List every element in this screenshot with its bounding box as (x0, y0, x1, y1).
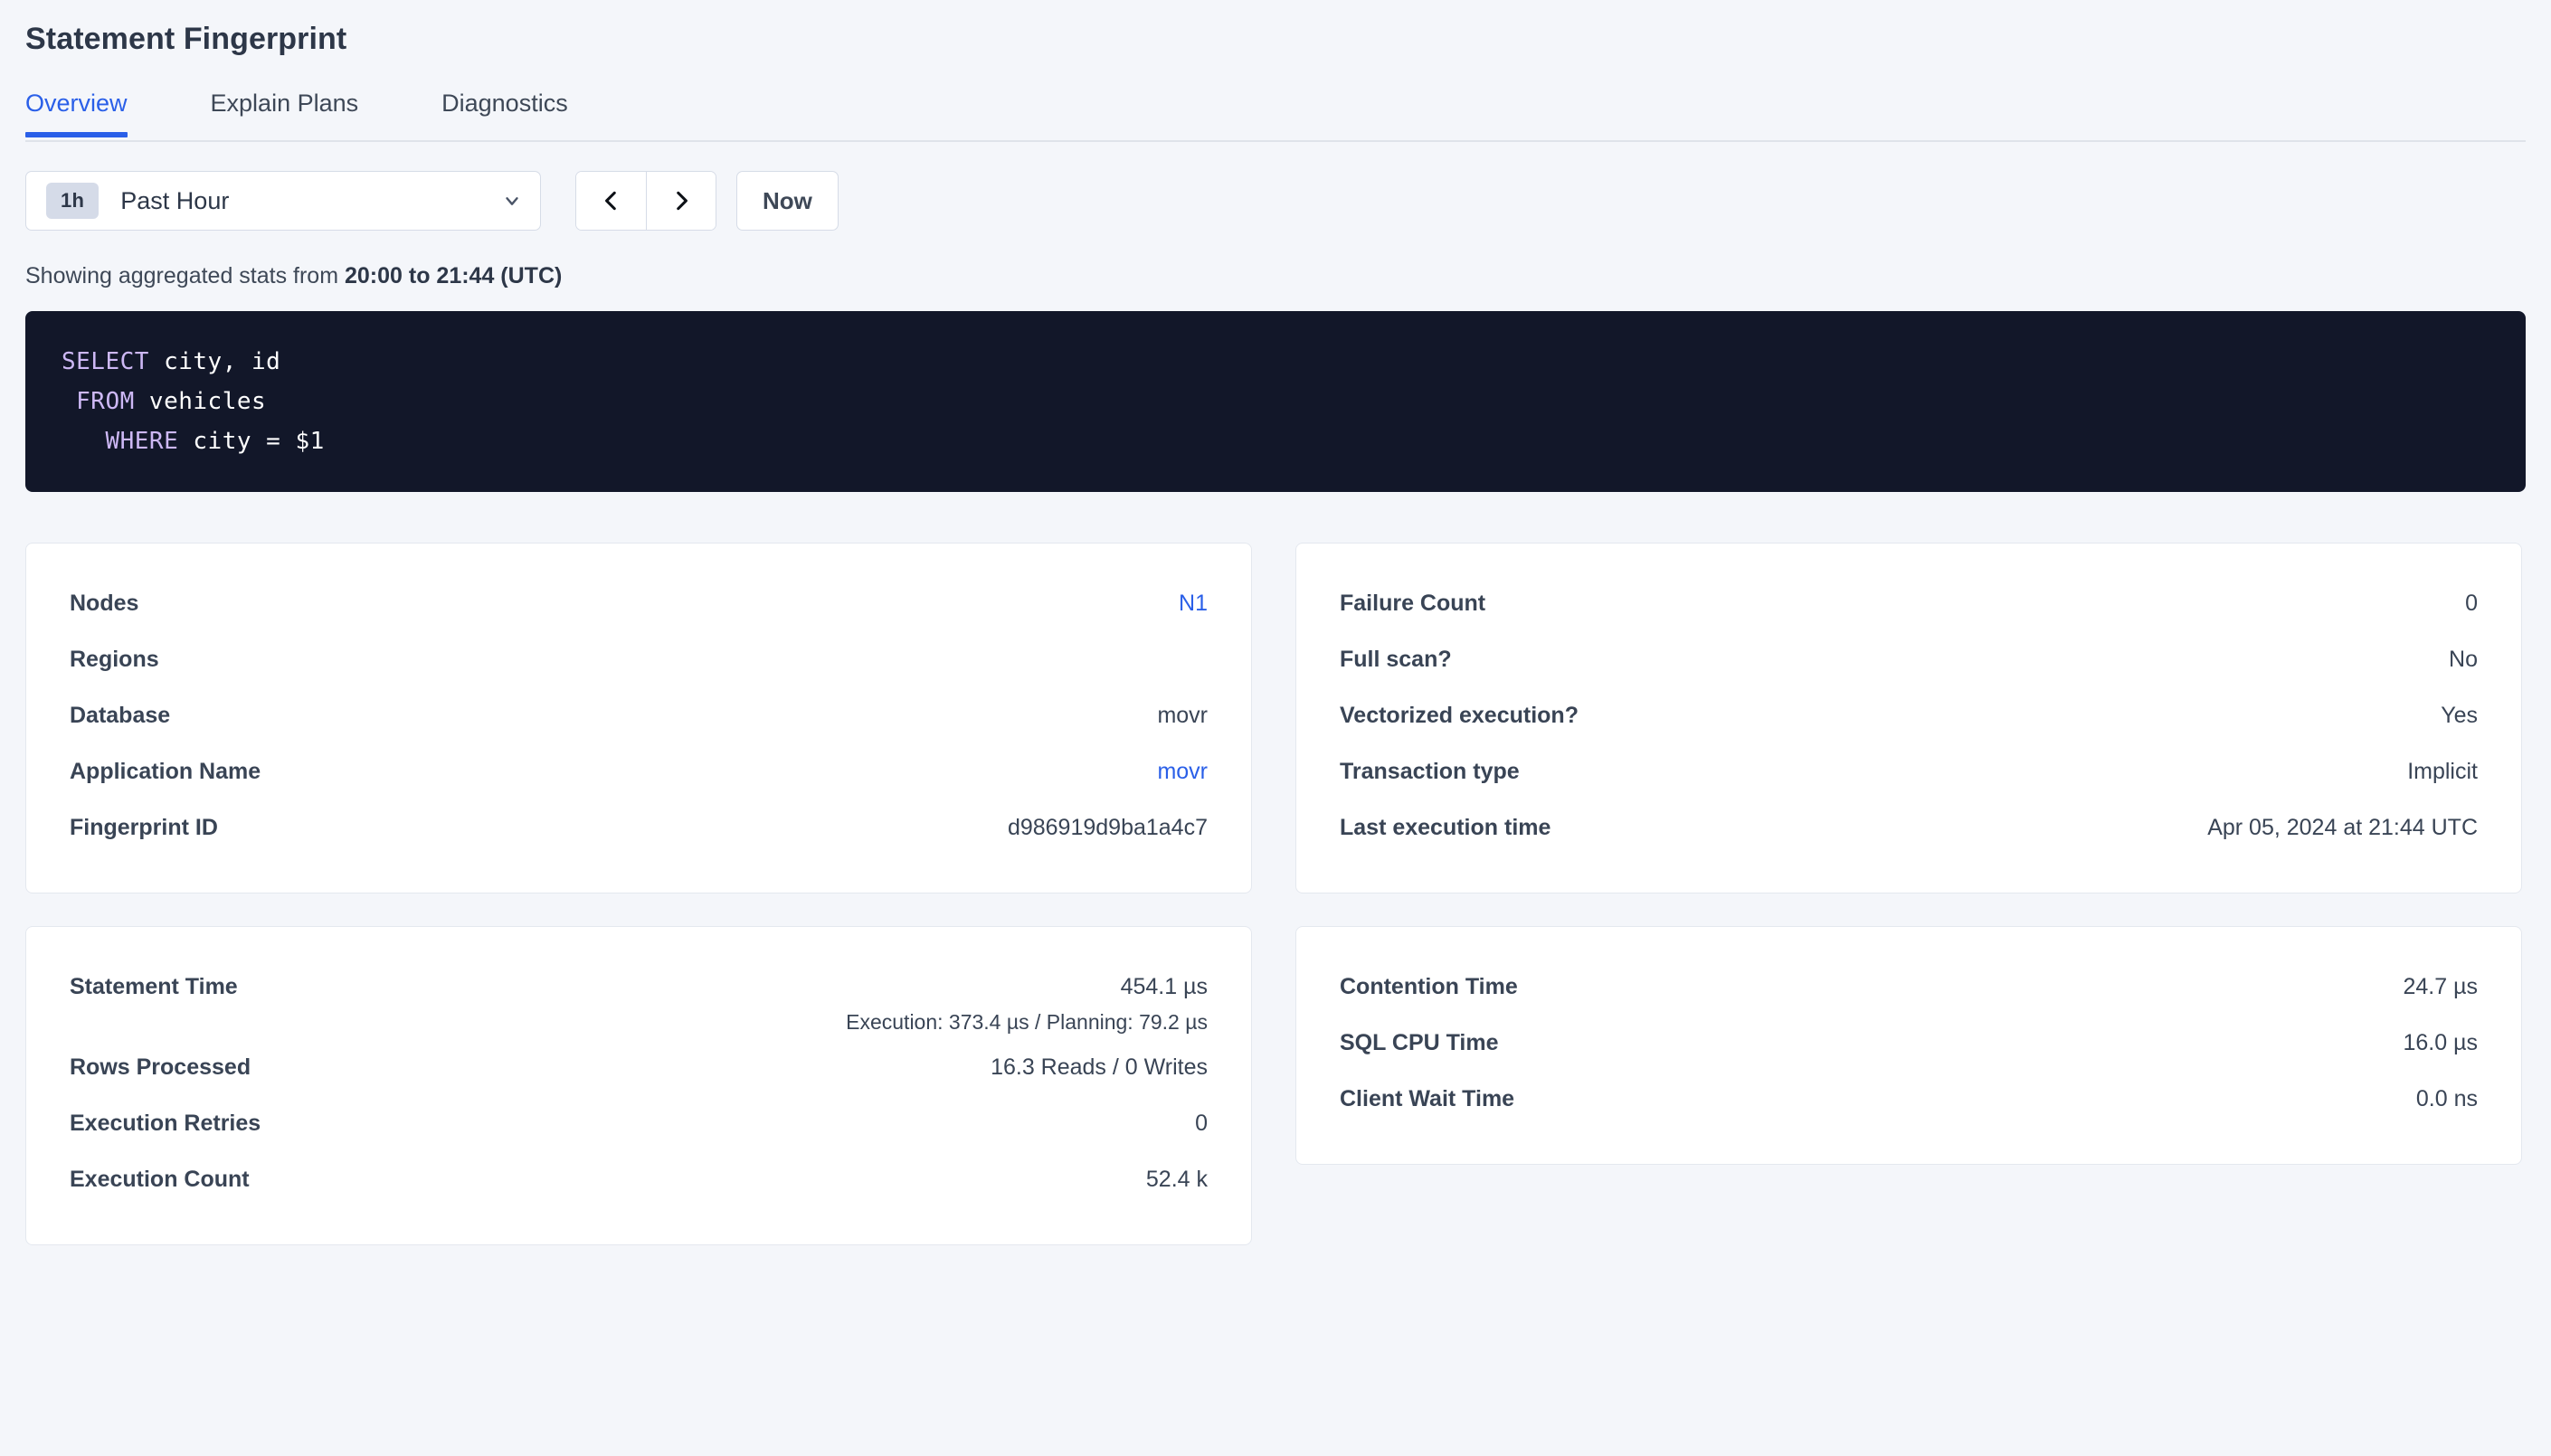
row-rows-processed: Rows Processed 16.3 Reads / 0 Writes (70, 1040, 1208, 1096)
row-database: Database movr (70, 688, 1208, 744)
sql-statement-text: SELECT city, id FROM vehicles WHERE city… (25, 342, 2526, 461)
row-application-name-label: Application Name (70, 759, 261, 784)
now-button[interactable]: Now (736, 171, 839, 231)
row-execution-count: Execution Count 52.4 k (70, 1152, 1208, 1208)
row-last-execution-time: Last execution time Apr 05, 2024 at 21:4… (1340, 800, 2478, 856)
row-client-wait-time-value: 0.0 ns (2415, 1086, 2478, 1111)
tab-diagnostics[interactable]: Diagnostics (441, 84, 568, 137)
previous-time-range-button[interactable] (576, 172, 646, 230)
row-execution-retries-label: Execution Retries (70, 1111, 261, 1136)
row-transaction-type: Transaction type Implicit (1340, 744, 2478, 800)
time-nav-group (575, 171, 716, 231)
row-transaction-type-value: Implicit (2407, 759, 2478, 784)
timing-stats-card: Statement Time 454.1 µs Execution: 373.4… (25, 926, 1252, 1245)
row-execution-count-value: 52.4 k (1145, 1167, 1208, 1192)
row-client-wait-time-label: Client Wait Time (1340, 1086, 1515, 1111)
row-application-name-value[interactable]: movr (1157, 759, 1208, 784)
time-range-label: Past Hour (120, 186, 230, 214)
row-fingerprint-id: Fingerprint ID d986919d9ba1a4c7 (70, 800, 1208, 856)
chevron-right-icon (669, 189, 693, 213)
row-sql-cpu-time-label: SQL CPU Time (1340, 1030, 1499, 1055)
row-failure-count-label: Failure Count (1340, 591, 1486, 616)
row-rows-processed-value: 16.3 Reads / 0 Writes (991, 1054, 1208, 1080)
row-database-value: movr (1157, 703, 1208, 728)
time-range-select[interactable]: 1h Past Hour (25, 171, 541, 231)
row-regions: Regions (70, 632, 1208, 688)
row-vectorized-execution: Vectorized execution? Yes (1340, 688, 2478, 744)
row-client-wait-time: Client Wait Time 0.0 ns (1340, 1072, 2478, 1128)
row-nodes-label: Nodes (70, 591, 139, 616)
sql-keyword-from: FROM (76, 388, 135, 415)
row-fingerprint-id-label: Fingerprint ID (70, 815, 218, 840)
row-failure-count: Failure Count 0 (1340, 576, 2478, 632)
row-nodes-value[interactable]: N1 (1179, 591, 1208, 616)
row-execution-count-label: Execution Count (70, 1167, 250, 1192)
row-full-scan-value: No (2449, 647, 2478, 672)
time-range-badge: 1h (46, 183, 100, 219)
row-statement-time-breakdown: Execution: 373.4 µs / Planning: 79.2 µs (846, 1010, 1208, 1034)
row-transaction-type-label: Transaction type (1340, 759, 1520, 784)
tab-overview[interactable]: Overview (25, 84, 128, 137)
tab-explain-plans[interactable]: Explain Plans (211, 84, 359, 137)
next-time-range-button[interactable] (646, 172, 716, 230)
tab-explain-plans-label: Explain Plans (210, 90, 359, 117)
row-full-scan-label: Full scan? (1340, 647, 1452, 672)
stats-card-grid: Nodes N1 Regions Database movr Applicati… (25, 543, 2526, 1245)
tab-bar: Overview Explain Plans Diagnostics (25, 84, 2526, 142)
wait-time-stats-card: Contention Time 24.7 µs SQL CPU Time 16.… (1295, 926, 2522, 1165)
aggregated-stats-prefix: Showing aggregated stats from (25, 263, 345, 288)
chevron-down-icon (502, 191, 522, 211)
sql-keyword-select: SELECT (62, 348, 149, 375)
row-statement-time-value: 454.1 µs (1120, 974, 1208, 999)
row-contention-time-value: 24.7 µs (2403, 974, 2478, 999)
row-contention-time: Contention Time 24.7 µs (1340, 960, 2478, 1016)
row-statement-time: Statement Time 454.1 µs (70, 960, 1208, 1016)
row-last-execution-time-label: Last execution time (1340, 815, 1551, 840)
row-fingerprint-id-value: d986919d9ba1a4c7 (1007, 815, 1208, 840)
row-rows-processed-label: Rows Processed (70, 1054, 251, 1080)
row-database-label: Database (70, 703, 171, 728)
page-title: Statement Fingerprint (25, 22, 347, 56)
sql-line-2-rest: vehicles (134, 388, 267, 415)
tab-diagnostics-label: Diagnostics (441, 90, 568, 117)
row-vectorized-execution-label: Vectorized execution? (1340, 703, 1579, 728)
overview-details-card: Nodes N1 Regions Database movr Applicati… (25, 543, 1252, 893)
row-nodes: Nodes N1 (70, 576, 1208, 632)
row-contention-time-label: Contention Time (1340, 974, 1518, 999)
row-application-name: Application Name movr (70, 744, 1208, 800)
row-regions-label: Regions (70, 647, 159, 672)
aggregated-stats-range: Showing aggregated stats from 20:00 to 2… (25, 263, 2526, 289)
aggregated-stats-range-value: 20:00 to 21:44 (UTC) (344, 263, 563, 288)
sql-line-3-rest: city = $1 (178, 428, 325, 455)
row-execution-retries: Execution Retries 0 (70, 1096, 1208, 1152)
time-range-toolbar: 1h Past Hour Now (25, 171, 2526, 231)
row-full-scan: Full scan? No (1340, 632, 2478, 688)
row-failure-count-value: 0 (2465, 591, 2478, 616)
tab-overview-label: Overview (25, 90, 128, 117)
row-statement-time-label: Statement Time (70, 974, 238, 999)
row-execution-retries-value: 0 (1195, 1111, 1208, 1136)
row-vectorized-execution-value: Yes (2441, 703, 2478, 728)
execution-details-card: Failure Count 0 Full scan? No Vectorized… (1295, 543, 2522, 893)
sql-statement-block: SELECT city, id FROM vehicles WHERE city… (25, 311, 2526, 492)
row-sql-cpu-time-value: 16.0 µs (2403, 1030, 2478, 1055)
chevron-left-icon (600, 189, 623, 213)
row-sql-cpu-time: SQL CPU Time 16.0 µs (1340, 1016, 2478, 1072)
row-last-execution-time-value: Apr 05, 2024 at 21:44 UTC (2207, 815, 2478, 840)
sql-line-1-rest: city, id (148, 348, 281, 375)
sql-keyword-where: WHERE (105, 428, 179, 455)
